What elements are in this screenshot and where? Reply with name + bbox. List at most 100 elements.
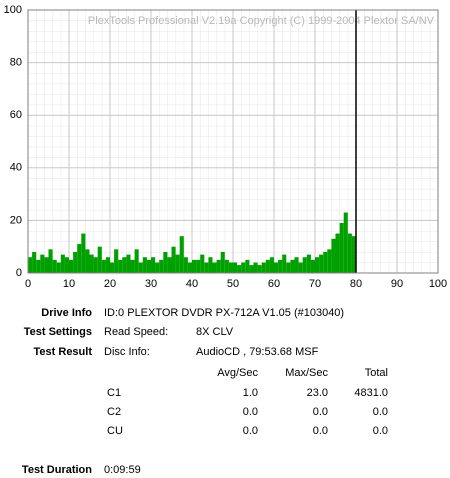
bar	[315, 257, 320, 273]
bar	[130, 259, 135, 273]
bar	[351, 236, 356, 273]
value: AudioCD , 79:53.68 MSF	[196, 346, 319, 358]
y-tick-label: 0	[16, 267, 22, 279]
bar	[28, 257, 33, 273]
bar	[44, 257, 49, 273]
bar	[142, 257, 147, 273]
bar	[294, 257, 299, 273]
bar	[249, 265, 254, 273]
column-header: Total	[365, 367, 388, 379]
bar	[282, 254, 287, 273]
bar	[212, 262, 217, 273]
bar	[327, 249, 332, 273]
cell: 1.0	[243, 387, 258, 399]
cell: 0.0	[313, 425, 328, 437]
bar	[233, 262, 238, 273]
value: 0:09:59	[104, 464, 141, 476]
x-tick-label: 50	[227, 278, 239, 290]
bar	[32, 251, 37, 273]
x-tick-label: 80	[350, 278, 362, 290]
bar	[89, 254, 94, 273]
y-tick-label: 60	[10, 109, 22, 121]
bar	[171, 246, 176, 273]
bar	[331, 238, 336, 273]
column-header: Avg/Sec	[217, 367, 258, 379]
x-tick-label: 90	[391, 278, 403, 290]
bar	[93, 257, 98, 273]
bar	[73, 251, 78, 273]
bar	[126, 254, 131, 273]
bar	[52, 259, 57, 273]
bar	[228, 262, 233, 273]
bar	[151, 257, 156, 273]
bar	[298, 262, 303, 273]
y-tick-label: 80	[10, 57, 22, 69]
x-tick-label: 30	[145, 278, 157, 290]
bar	[286, 262, 291, 273]
x-tick-label: 100	[429, 278, 447, 290]
cell: 0.0	[243, 425, 258, 437]
bar	[220, 251, 225, 273]
key: Read Speed:	[104, 326, 168, 338]
bar	[40, 254, 45, 273]
bar	[179, 236, 184, 273]
bar	[64, 257, 69, 273]
value: 8X CLV	[196, 326, 234, 338]
cell: 0.0	[373, 406, 388, 418]
bar	[257, 265, 262, 273]
bar	[48, 249, 53, 273]
row-label: C1	[107, 387, 121, 399]
bar	[310, 259, 315, 273]
x-tick-label: 0	[25, 278, 31, 290]
bar	[290, 259, 295, 273]
y-tick-label: 20	[10, 214, 22, 226]
y-tick-label: 40	[10, 162, 22, 174]
key: Disc Info:	[104, 346, 150, 358]
bar	[204, 262, 209, 273]
watermark: PlexTools Professional V2.19a Copyright …	[88, 15, 435, 27]
bar	[216, 259, 221, 273]
bar	[306, 254, 311, 273]
row-label: CU	[107, 425, 123, 437]
bar	[265, 259, 270, 273]
bar	[122, 257, 127, 273]
x-tick-label: 70	[309, 278, 321, 290]
x-tick-label: 20	[104, 278, 116, 290]
bar	[323, 251, 328, 273]
bar	[159, 259, 164, 273]
bar	[269, 257, 274, 273]
bar	[60, 254, 65, 273]
bar	[347, 233, 352, 273]
bar	[343, 212, 348, 273]
bar	[339, 223, 344, 273]
row-label: C2	[107, 406, 121, 418]
bar	[114, 249, 119, 273]
x-tick-label: 10	[63, 278, 75, 290]
bar	[192, 259, 197, 273]
bar	[77, 244, 82, 273]
bar	[81, 233, 86, 273]
bar	[319, 254, 324, 273]
bar	[253, 262, 258, 273]
bar	[110, 262, 115, 273]
bar	[163, 251, 168, 273]
bar	[208, 257, 213, 273]
bar	[187, 262, 192, 273]
x-tick-label: 40	[186, 278, 198, 290]
bar	[118, 259, 123, 273]
bar	[241, 262, 246, 273]
bar	[105, 257, 110, 273]
bar	[335, 233, 340, 273]
y-tick-label: 100	[4, 4, 22, 16]
bar	[278, 259, 283, 273]
bar	[302, 257, 307, 273]
cell: 0.0	[243, 406, 258, 418]
bar	[183, 257, 188, 273]
bar	[155, 262, 160, 273]
bar	[274, 262, 279, 273]
cell: 0.0	[313, 406, 328, 418]
value: ID:0 PLEXTOR DVDR PX-712A V1.05 (#103040…	[104, 307, 344, 319]
label: Test Result	[34, 346, 93, 358]
bar	[85, 249, 90, 273]
